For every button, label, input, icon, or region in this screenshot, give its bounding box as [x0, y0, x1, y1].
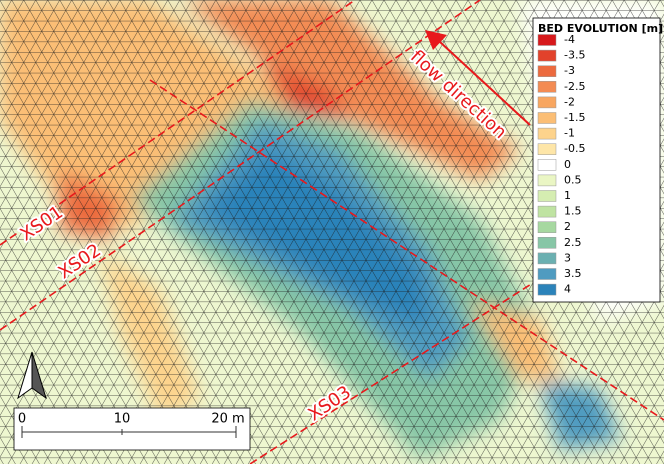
legend-swatch [538, 159, 556, 170]
legend: BED EVOLUTION [m] -4 -3.5 -3 -2.5 -2 -1.5 -1 -0… [533, 18, 663, 302]
legend-swatch [538, 175, 556, 186]
scale-bar: 0 10 20 m [14, 408, 250, 450]
legend-label: -4 [564, 33, 575, 46]
legend-swatch [538, 206, 556, 217]
legend-label: -0.5 [564, 142, 585, 155]
legend-label: -3 [564, 64, 575, 77]
legend-label: -1.5 [564, 111, 585, 124]
legend-swatch [538, 237, 556, 248]
legend-swatch [538, 66, 556, 77]
legend-label: -1 [564, 127, 575, 140]
legend-swatch [538, 35, 556, 46]
legend-label: 3.5 [564, 267, 582, 280]
legend-swatch [538, 144, 556, 155]
legend-label: 1 [564, 189, 571, 202]
map: XS01 XS02 XS03 flow direction 0 10 20 m … [0, 0, 664, 464]
legend-swatch [538, 97, 556, 108]
legend-label: 3 [564, 251, 571, 264]
legend-label: -3.5 [564, 49, 585, 62]
legend-label: -2.5 [564, 80, 585, 93]
legend-swatch [538, 50, 556, 61]
legend-swatch [538, 128, 556, 139]
legend-label: 1.5 [564, 205, 582, 218]
legend-label: 4 [564, 283, 571, 296]
legend-swatch [538, 222, 556, 233]
scale-label: 0 [18, 412, 26, 427]
legend-label: 2 [564, 220, 571, 233]
legend-label: 2.5 [564, 236, 582, 249]
legend-swatch [538, 113, 556, 124]
legend-label: 0.5 [564, 173, 582, 186]
scale-label: 10 [114, 412, 131, 427]
legend-swatch [538, 269, 556, 280]
legend-swatch [538, 81, 556, 92]
legend-title: BED EVOLUTION [m] [538, 22, 663, 35]
legend-label: 0 [564, 158, 571, 171]
legend-swatch [538, 253, 556, 264]
legend-label: -2 [564, 95, 575, 108]
legend-swatch [538, 191, 556, 202]
scale-label: 20 m [211, 412, 244, 427]
legend-swatch [538, 284, 556, 295]
